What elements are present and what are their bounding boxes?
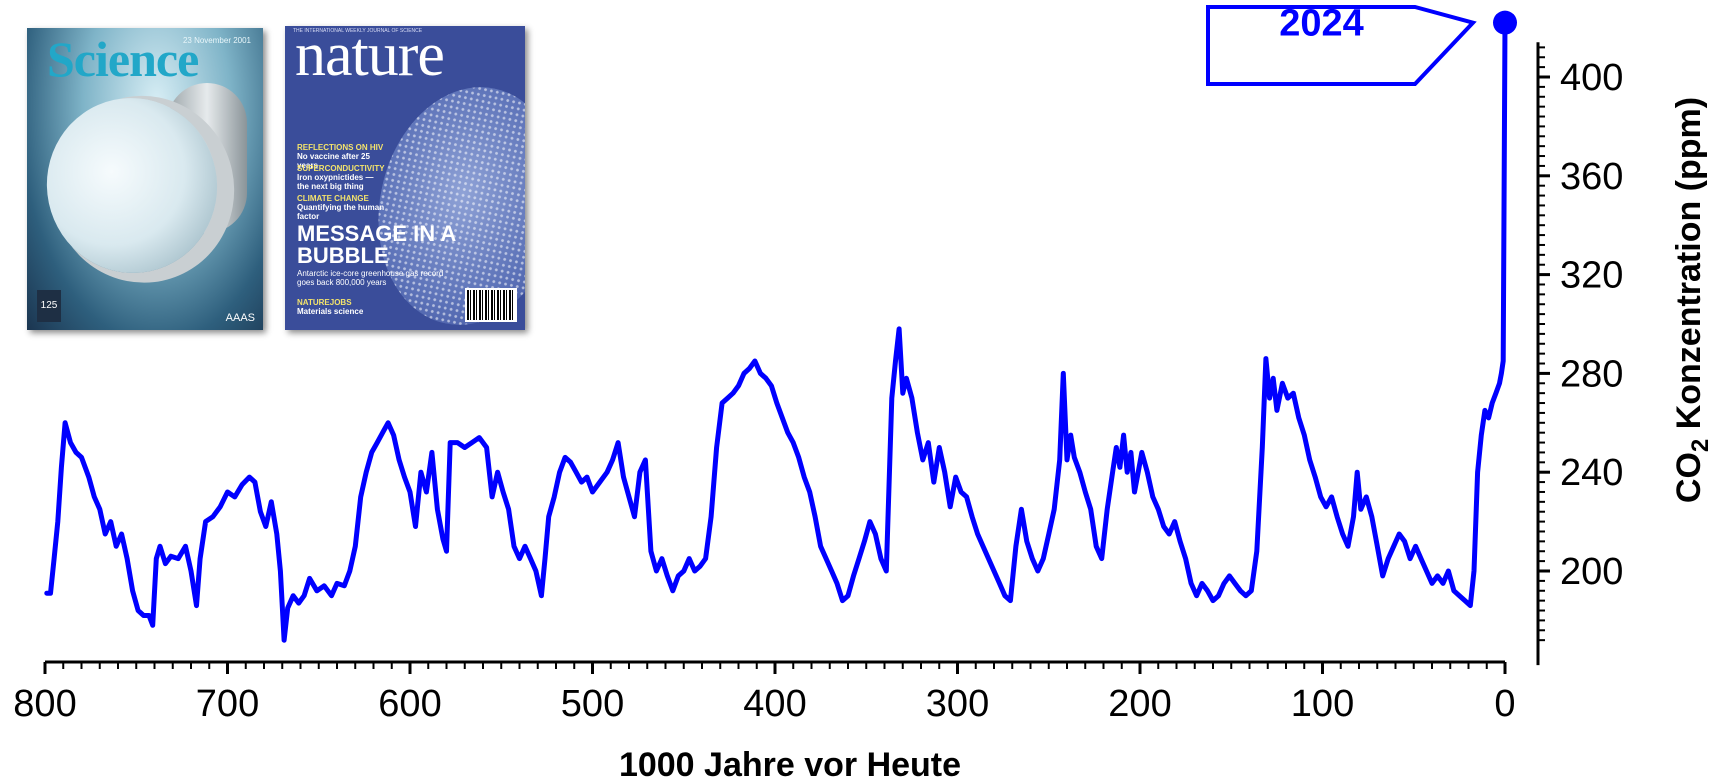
y-axis-title-rest: Konzentration (ppm) — [1670, 97, 1708, 439]
y-tick-label: 320 — [1560, 255, 1623, 297]
nature-masthead-top: THE INTERNATIONAL WEEKLY JOURNAL OF SCIE… — [293, 28, 423, 34]
y-tick-label: 360 — [1560, 156, 1623, 198]
x-axis-title: 1000 Jahre vor Heute — [619, 746, 961, 784]
x-tick-label: 800 — [13, 683, 76, 725]
nature-masthead: nature — [295, 26, 445, 89]
latest-value-point — [1493, 10, 1517, 35]
science-masthead: Science — [47, 31, 199, 87]
science-magazine-cover: Science 23 November 2001 125 AAAS — [27, 28, 263, 330]
y-tick-label: 280 — [1560, 353, 1623, 395]
cover-heading-superconductivity: SUPERCONDUCTIVITY — [297, 164, 385, 173]
x-tick-label: 400 — [743, 683, 806, 725]
y-axis-title-subscript: 2 — [1687, 439, 1714, 452]
cover-heading-hiv: REFLECTIONS ON HIV — [297, 143, 384, 152]
cover-text-hiv: No vaccine after 25 years — [297, 152, 370, 170]
y-axis-title: CO2 Konzentration (ppm) — [1670, 97, 1714, 503]
cover-subline: Antarctic ice-core greenhouse gas record… — [297, 269, 444, 287]
y-axis-title-co: CO — [1670, 452, 1708, 503]
nature-magazine-cover: THE INTERNATIONAL WEEKLY JOURNAL OF SCIE… — [285, 26, 525, 330]
aaas-logo: AAAS — [225, 312, 255, 324]
x-tick-label: 100 — [1291, 683, 1354, 725]
x-tick-label: 600 — [378, 683, 441, 725]
science-125-badge: 125 — [37, 290, 61, 322]
co2-series-line — [44, 20, 1508, 643]
cover-footer-heading: NATUREJOBS — [297, 298, 352, 307]
x-tick-label: 200 — [1108, 683, 1171, 725]
y-tick-label: 240 — [1560, 452, 1623, 494]
x-tick-label: 500 — [561, 683, 624, 725]
x-tick-label: 700 — [196, 683, 259, 725]
cover-heading-climate: CLIMATE CHANGE — [297, 194, 369, 203]
cover-footer-text: Materials science — [297, 307, 364, 316]
cover-headline: MESSAGE IN A BUBBLE — [297, 221, 456, 268]
cover-text-superconductivity: Iron oxypnictides — the next big thing — [297, 173, 374, 191]
barcode-icon — [465, 288, 517, 322]
y-tick-label: 200 — [1560, 551, 1623, 593]
x-axis: 800 700 600 500 400 300 200 100 0 — [13, 660, 1516, 725]
science-date: 23 November 2001 — [182, 36, 251, 45]
year-flag-shape — [1206, 4, 1477, 86]
y-tick-label: 400 — [1560, 57, 1623, 99]
year-flag-label: 2024 — [1279, 3, 1364, 45]
x-tick-label: 300 — [926, 683, 989, 725]
x-tick-label: 0 — [1494, 683, 1515, 725]
cover-text-climate: Quantifying the human factor — [297, 203, 385, 221]
y-axis: 200 240 280 320 360 400 — [1536, 42, 1623, 666]
